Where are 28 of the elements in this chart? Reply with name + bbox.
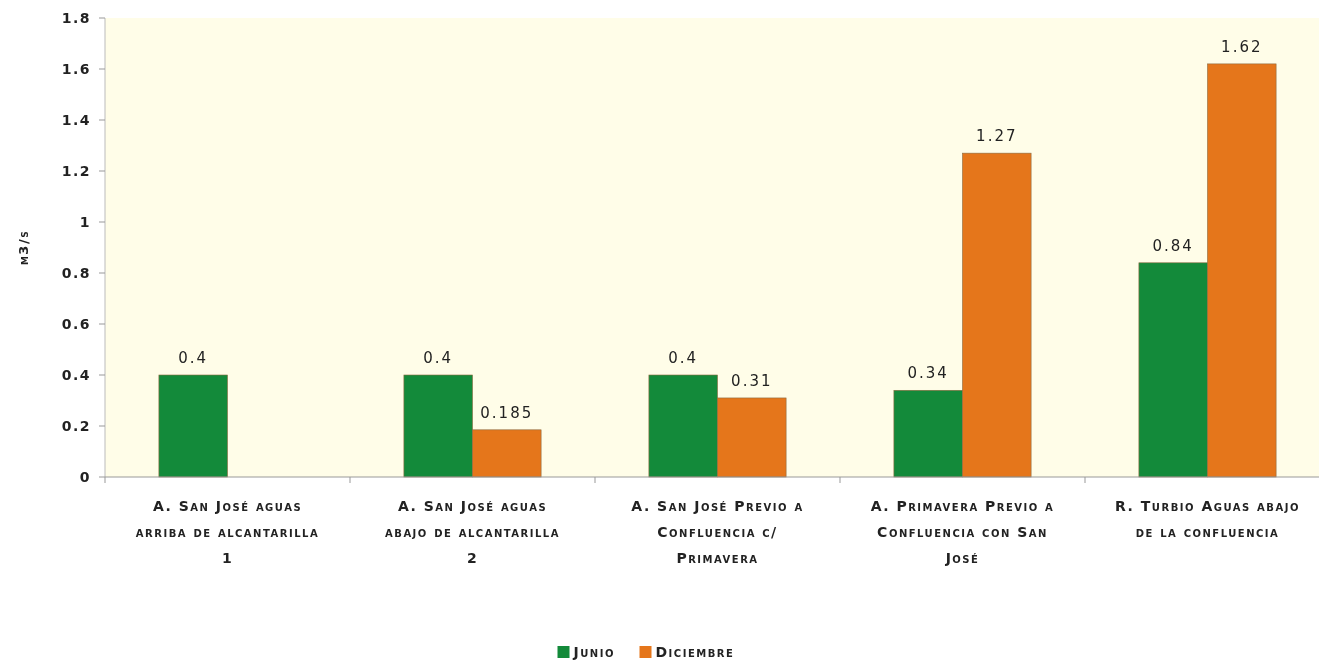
- data-label: 0.31: [731, 371, 773, 390]
- legend-label: Diciembre: [655, 644, 735, 660]
- data-label: 0.4: [423, 349, 454, 367]
- x-tick-label: R. Turbio Aguas abajo de la confluencia: [1115, 498, 1300, 540]
- y-axis-title: m3/s: [16, 229, 31, 266]
- y-tick-label: 0.8: [61, 264, 91, 281]
- x-tick-label: A. San José Previo a Confluencia c/ Primavera: [631, 498, 804, 566]
- data-label: 1.27: [976, 127, 1018, 146]
- x-tick-label: A. San José aguas abajo de alcantarilla 2: [385, 498, 560, 566]
- data-label: 0.34: [907, 364, 949, 383]
- y-tick-label: 1: [79, 213, 91, 230]
- y-tick-label: 0: [79, 468, 91, 485]
- y-tick-label: 0.4: [61, 366, 91, 383]
- data-label: 1.62: [1221, 37, 1263, 56]
- x-tick-label: A. San José aguas arriba de alcantarilla 1: [135, 498, 320, 566]
- y-tick-label: 1.8: [61, 9, 91, 26]
- data-label: 0.84: [1152, 236, 1194, 255]
- y-tick-label: 1.2: [61, 162, 91, 179]
- data-label: 0.185: [480, 403, 534, 422]
- bar: [158, 374, 228, 478]
- y-tick-label: 0.2: [61, 417, 91, 434]
- data-label: 0.4: [178, 349, 209, 367]
- data-label: 0.4: [668, 349, 699, 367]
- y-tick-label: 1.4: [61, 111, 91, 128]
- legend-label: Junio: [572, 644, 615, 660]
- y-tick-label: 0.6: [61, 315, 91, 332]
- x-tick-label: A. Primavera Previo a Confluencia con San José: [870, 498, 1055, 566]
- y-tick-label: 1.6: [61, 60, 91, 77]
